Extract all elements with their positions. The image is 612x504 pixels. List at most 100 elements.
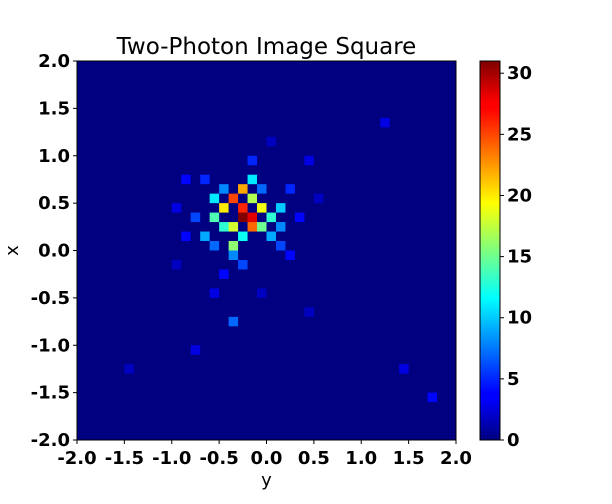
heatmap-cell [86,146,97,157]
heatmap-cell [114,364,125,375]
heatmap-cell [437,155,447,166]
heatmap-cell [285,288,296,299]
heatmap-cell [266,364,277,375]
heatmap-cell [275,269,286,280]
heatmap-cell [408,259,419,270]
heatmap-cell [124,174,135,185]
heatmap-cell [294,269,305,280]
heatmap-cell [332,241,343,251]
heatmap-cell [389,70,400,81]
heatmap-cell [437,288,447,299]
heatmap-cell [332,392,343,403]
heatmap-cell [114,297,125,308]
heatmap-cell [380,345,391,356]
heatmap-cell [380,193,391,204]
heatmap-cell [370,155,381,166]
heatmap-cell [143,326,154,337]
heatmap-cell [361,98,372,109]
heatmap-cell [437,108,447,119]
heatmap-cell [86,108,97,119]
heatmap-cell [418,89,428,100]
heatmap-cell [351,231,362,242]
heatmap-cell [133,89,144,100]
heatmap-cell [190,98,201,109]
heatmap-cell [285,98,296,109]
heatmap-cell [114,430,125,441]
heatmap-cell [200,430,211,441]
heatmap-cell [162,373,173,384]
heatmap-cell [219,373,230,384]
heatmap-cell [389,373,400,384]
heatmap-cell [323,307,334,318]
heatmap-cell [200,241,211,251]
heatmap-cell [285,326,296,337]
heatmap-cell [247,421,258,431]
heatmap-cell [304,61,315,71]
heatmap-cell [95,430,106,441]
heatmap-cell [399,136,410,147]
heatmap-cell [380,421,391,431]
heatmap-cell [380,307,391,318]
heatmap-cell [77,297,87,308]
heatmap-cell [114,70,125,81]
heatmap-cell [209,146,220,157]
heatmap-cell [124,421,135,431]
heatmap-cell [238,174,248,185]
heatmap-cell [285,165,296,176]
heatmap-cell [437,345,447,356]
heatmap-cell [446,146,457,157]
heatmap-cell [114,146,125,157]
heatmap-cell [275,222,286,232]
heatmap-cell [446,165,457,176]
heatmap-cell [143,269,154,280]
heatmap-cell [399,212,410,223]
heatmap-cell [275,89,286,100]
heatmap-cell [257,155,267,166]
heatmap-cell [332,165,343,176]
heatmap-cell [200,402,211,412]
heatmap-cell [323,203,334,214]
heatmap-cell [152,402,163,412]
heatmap-cell [446,155,457,166]
heatmap-cell [124,269,135,280]
heatmap-cell [190,316,201,327]
heatmap-cell [209,421,220,431]
heatmap-cell [342,70,353,81]
heatmap-cell [408,61,419,71]
heatmap-cell [228,269,239,280]
heatmap-cell [370,250,381,261]
heatmap-cell [238,316,248,327]
heatmap-cell [304,241,315,251]
heatmap-cell [247,326,258,337]
heatmap-cell [361,89,372,100]
heatmap-cell [190,297,201,308]
heatmap-cell [389,212,400,223]
heatmap-cell [408,203,419,214]
heatmap-cell [418,193,428,204]
heatmap-cell [228,373,239,384]
heatmap-cell [152,430,163,441]
heatmap-cell [219,70,230,81]
heatmap-cell [418,421,428,431]
heatmap-cell [124,250,135,261]
heatmap-cell [181,165,192,176]
heatmap-cell [209,155,220,166]
heatmap-cell [332,174,343,185]
heatmap-cell [190,345,201,356]
heatmap-cell [446,184,457,195]
heatmap-cell [105,117,116,128]
heatmap-cell [200,117,211,128]
heatmap-cell [219,430,230,441]
colorbar-tick-label: 10 [507,308,532,329]
heatmap-cell [133,108,144,119]
heatmap-cell [114,117,125,128]
heatmap-cell [95,402,106,412]
heatmap-cell [361,421,372,431]
heatmap-cell [304,127,315,138]
heatmap-cell [162,421,173,431]
heatmap-cell [190,136,201,147]
heatmap-cell [389,345,400,356]
heatmap-cell [114,212,125,223]
heatmap-cell [332,61,343,71]
heatmap-cell [294,421,305,431]
